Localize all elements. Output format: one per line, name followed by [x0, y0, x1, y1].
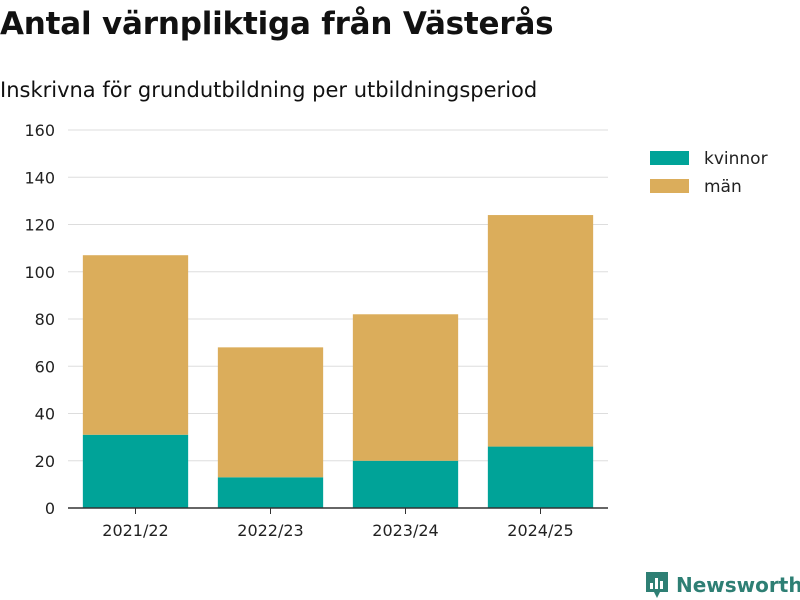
newsworthy-logo-icon [646, 572, 668, 598]
x-tick-label: 2023/24 [372, 521, 438, 540]
brand-logo: Newsworthy [644, 570, 800, 600]
legend-label-män: män [704, 177, 742, 197]
bars [82, 215, 594, 508]
y-axis-ticks: 0 20 40 60 80 100 120 140 160 [24, 121, 55, 518]
bar-män-2024/25 [487, 215, 594, 447]
x-tick-label: 2022/23 [237, 521, 303, 540]
chart-title: Antal värnpliktiga från Västerås [0, 6, 554, 42]
y-tick-label: 80 [35, 310, 55, 329]
y-tick-label: 40 [35, 405, 55, 424]
y-tick-label: 120 [24, 216, 55, 235]
y-tick-label: 140 [24, 168, 55, 187]
bar-kvinnor-2022/23 [217, 477, 324, 508]
legend-label-kvinnor: kvinnor [704, 149, 768, 169]
y-tick-label: 60 [35, 357, 55, 376]
bar-kvinnor-2023/24 [352, 460, 459, 508]
y-tick-label: 0 [45, 499, 55, 518]
legend: kvinnor män [650, 149, 768, 197]
legend-swatch-kvinnor [650, 151, 689, 165]
y-tick-label: 100 [24, 263, 55, 282]
bar-män-2022/23 [217, 347, 324, 478]
stacked-bar-chart: 0 20 40 60 80 100 120 140 160 2021/22 2022/23 2023… [24, 121, 768, 540]
x-tick-label: 2024/25 [507, 521, 573, 540]
y-tick-label: 160 [24, 121, 55, 140]
bar-kvinnor-2021/22 [82, 434, 189, 508]
chart-subtitle: Inskrivna för grundutbildning per utbild… [0, 78, 538, 102]
bar-män-2021/22 [82, 255, 189, 435]
x-axis: 2021/22 2022/23 2023/24 2024/25 [68, 507, 608, 540]
legend-swatch-män [650, 179, 689, 193]
x-tick-label: 2021/22 [102, 521, 168, 540]
y-tick-label: 20 [35, 452, 55, 471]
bar-kvinnor-2024/25 [487, 446, 594, 508]
brand-name: Newsworthy [676, 573, 800, 597]
bar-män-2023/24 [352, 314, 459, 461]
